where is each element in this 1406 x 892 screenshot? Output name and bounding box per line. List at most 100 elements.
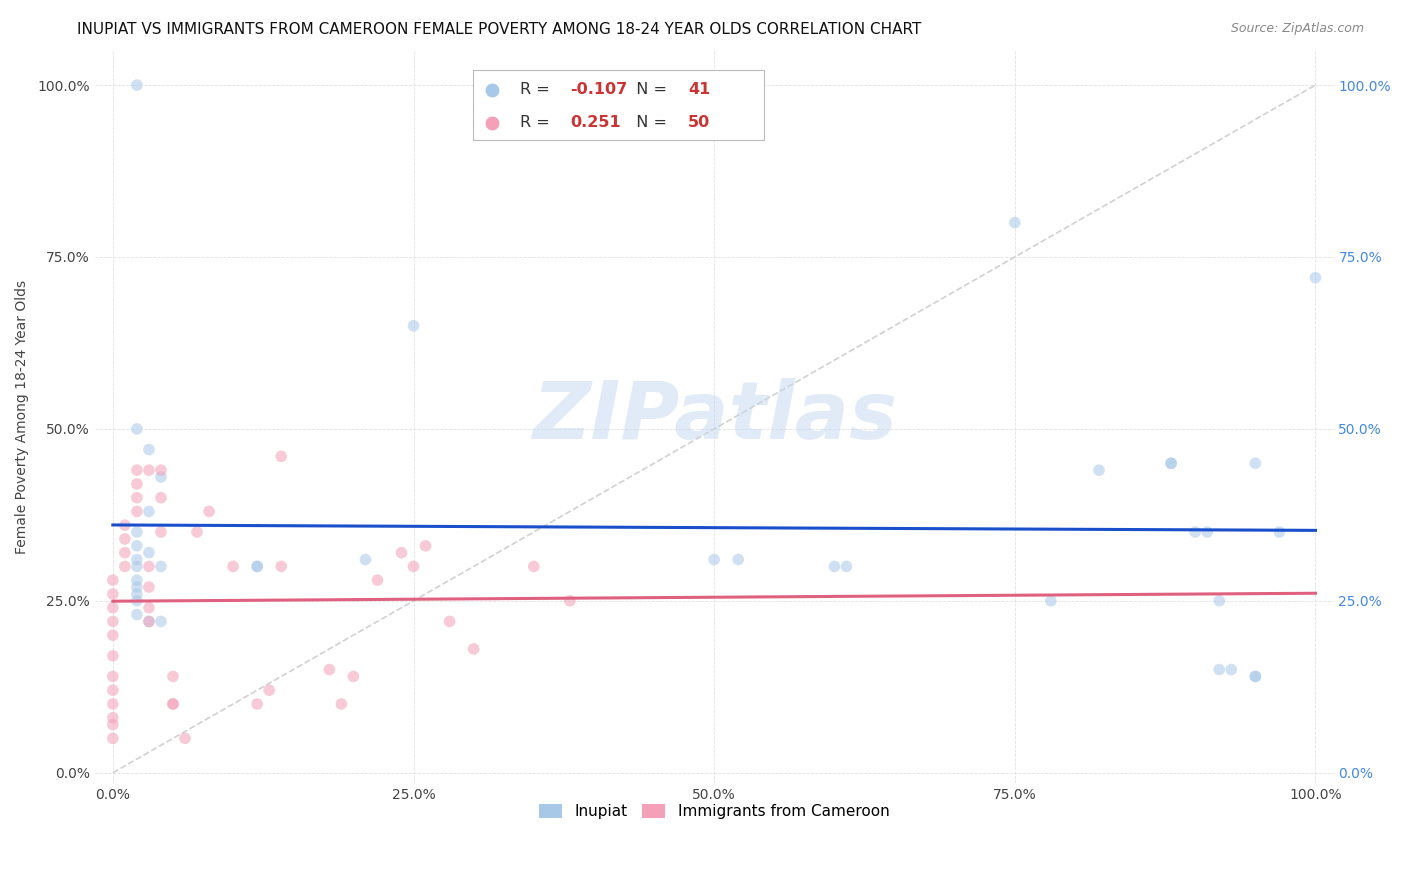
Text: 50: 50 [688, 115, 710, 130]
Point [270, 559, 292, 574]
Point [523, 559, 546, 574]
Text: R =: R = [520, 82, 554, 97]
Point [125, 552, 148, 566]
Point [138, 615, 160, 629]
Point [101, 697, 124, 711]
Point [835, 559, 858, 574]
Point [101, 648, 124, 663]
Point [402, 318, 425, 333]
Point [125, 463, 148, 477]
Point [246, 697, 269, 711]
Point [114, 546, 136, 560]
Point [366, 573, 388, 587]
Point [823, 559, 845, 574]
Point [101, 669, 124, 683]
Point [1208, 594, 1230, 608]
Point [149, 463, 172, 477]
Point [1268, 524, 1291, 539]
Y-axis label: Female Poverty Among 18-24 Year Olds: Female Poverty Among 18-24 Year Olds [15, 280, 30, 554]
Legend: Inupiat, Immigrants from Cameroon: Inupiat, Immigrants from Cameroon [531, 797, 897, 827]
Point [1244, 669, 1267, 683]
Point [149, 615, 172, 629]
Point [125, 539, 148, 553]
Point [1160, 456, 1182, 470]
Point [125, 559, 148, 574]
Point [125, 476, 148, 491]
Point [138, 559, 160, 574]
Point [101, 711, 124, 725]
Point [114, 532, 136, 546]
Point [198, 504, 221, 518]
Point [138, 615, 160, 629]
Point [703, 552, 725, 566]
Point [149, 559, 172, 574]
Point [1039, 594, 1062, 608]
Text: ZIPatlas: ZIPatlas [531, 378, 897, 456]
Point [101, 573, 124, 587]
Point [125, 580, 148, 594]
Text: 0.251: 0.251 [571, 115, 621, 130]
Point [138, 546, 160, 560]
Point [1208, 663, 1230, 677]
Point [1088, 463, 1111, 477]
Point [125, 504, 148, 518]
Point [138, 442, 160, 457]
Text: INUPIAT VS IMMIGRANTS FROM CAMEROON FEMALE POVERTY AMONG 18-24 YEAR OLDS CORRELA: INUPIAT VS IMMIGRANTS FROM CAMEROON FEMA… [77, 22, 922, 37]
Point [101, 628, 124, 642]
Point [402, 559, 425, 574]
Point [1305, 270, 1327, 285]
Text: 41: 41 [688, 82, 710, 97]
Point [463, 642, 485, 657]
Text: Source: ZipAtlas.com: Source: ZipAtlas.com [1230, 22, 1364, 36]
Point [125, 524, 148, 539]
Point [246, 559, 269, 574]
Point [114, 518, 136, 533]
Point [246, 559, 269, 574]
Text: N =: N = [626, 82, 672, 97]
Point [125, 422, 148, 436]
Point [125, 491, 148, 505]
Point [330, 697, 353, 711]
Point [101, 717, 124, 731]
Point [125, 607, 148, 622]
Point [101, 683, 124, 698]
Point [439, 615, 461, 629]
Point [1220, 663, 1243, 677]
Point [1197, 524, 1219, 539]
Point [101, 587, 124, 601]
Point [125, 587, 148, 601]
Point [149, 470, 172, 484]
Point [125, 594, 148, 608]
Point [415, 539, 437, 553]
Point [318, 663, 340, 677]
Point [222, 559, 245, 574]
Point [138, 600, 160, 615]
Point [1244, 456, 1267, 470]
Point [138, 463, 160, 477]
Point [125, 78, 148, 92]
Point [727, 552, 749, 566]
Point [149, 524, 172, 539]
Point [1160, 456, 1182, 470]
Point [270, 450, 292, 464]
Point [125, 573, 148, 587]
Text: R =: R = [520, 115, 554, 130]
Point [138, 580, 160, 594]
Point [257, 683, 280, 698]
Point [162, 697, 184, 711]
Point [162, 697, 184, 711]
FancyBboxPatch shape [472, 70, 763, 140]
Point [1184, 524, 1206, 539]
Point [101, 600, 124, 615]
Point [558, 594, 581, 608]
Point [138, 504, 160, 518]
Point [162, 669, 184, 683]
Point [101, 731, 124, 746]
Point [174, 731, 197, 746]
Point [342, 669, 364, 683]
Point [101, 615, 124, 629]
Point [391, 546, 413, 560]
Point [149, 491, 172, 505]
Point [1244, 669, 1267, 683]
Point [1004, 216, 1026, 230]
